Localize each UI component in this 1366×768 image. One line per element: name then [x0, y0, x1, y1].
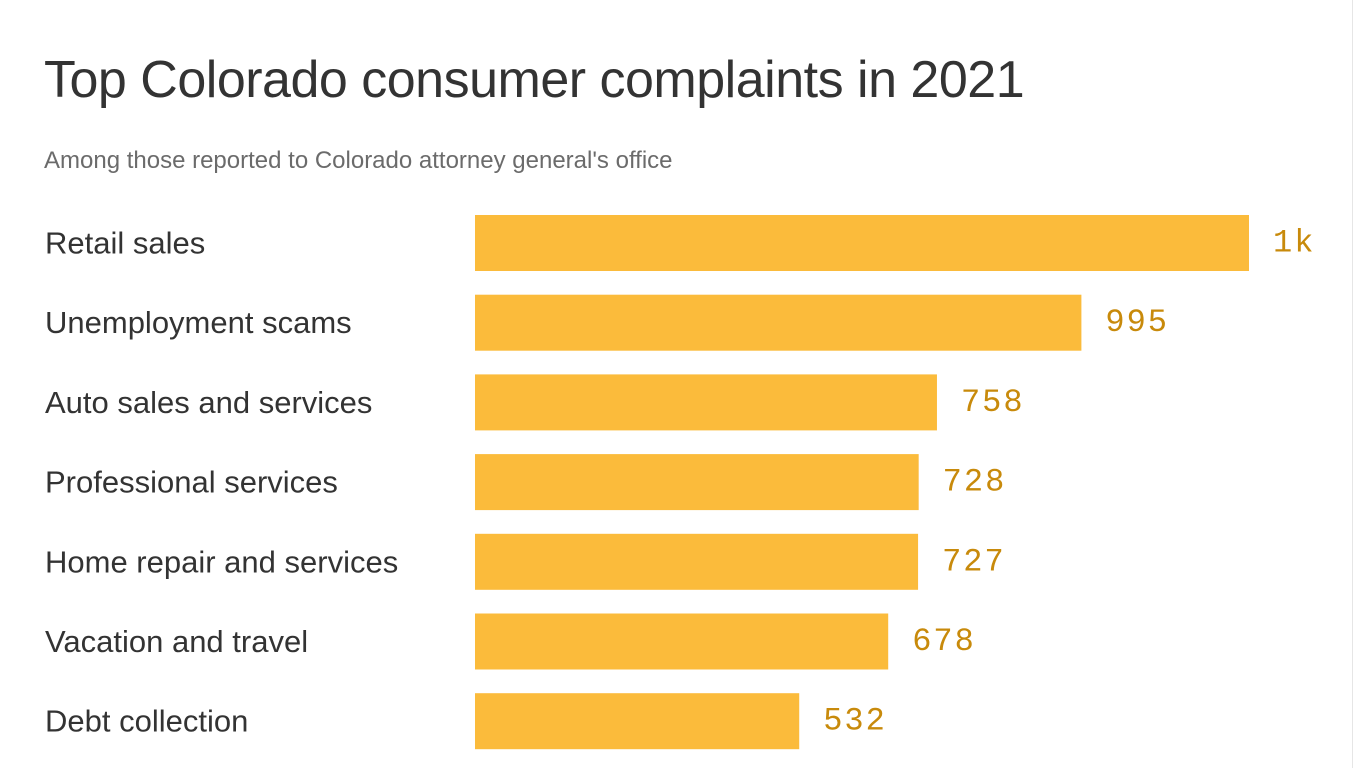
category-label: Vacation and travel — [45, 624, 308, 659]
value-label: 728 — [943, 464, 1007, 501]
category-label: Professional services — [45, 465, 338, 500]
chart-subtitle: Among those reported to Colorado attorne… — [44, 147, 673, 174]
value-label: 758 — [961, 384, 1025, 421]
value-label: 678 — [912, 623, 976, 660]
bar — [475, 454, 919, 511]
value-label: 532 — [823, 703, 887, 740]
category-label: Debt collection — [45, 704, 248, 739]
bar — [475, 613, 889, 670]
category-label: Home repair and services — [45, 544, 398, 579]
category-label: Auto sales and services — [45, 385, 372, 420]
value-label: 1k — [1273, 225, 1315, 262]
bar — [475, 693, 800, 750]
bar — [475, 374, 937, 431]
category-label: Unemployment scams — [45, 305, 352, 340]
chart-title: Top Colorado consumer complaints in 2021 — [44, 51, 1025, 109]
value-label: 995 — [1105, 304, 1169, 341]
category-label: Retail sales — [45, 226, 205, 261]
bar — [475, 215, 1249, 271]
value-label: 727 — [942, 543, 1006, 580]
bar — [475, 294, 1082, 351]
page-border — [1352, 0, 1353, 768]
bar — [475, 533, 919, 590]
